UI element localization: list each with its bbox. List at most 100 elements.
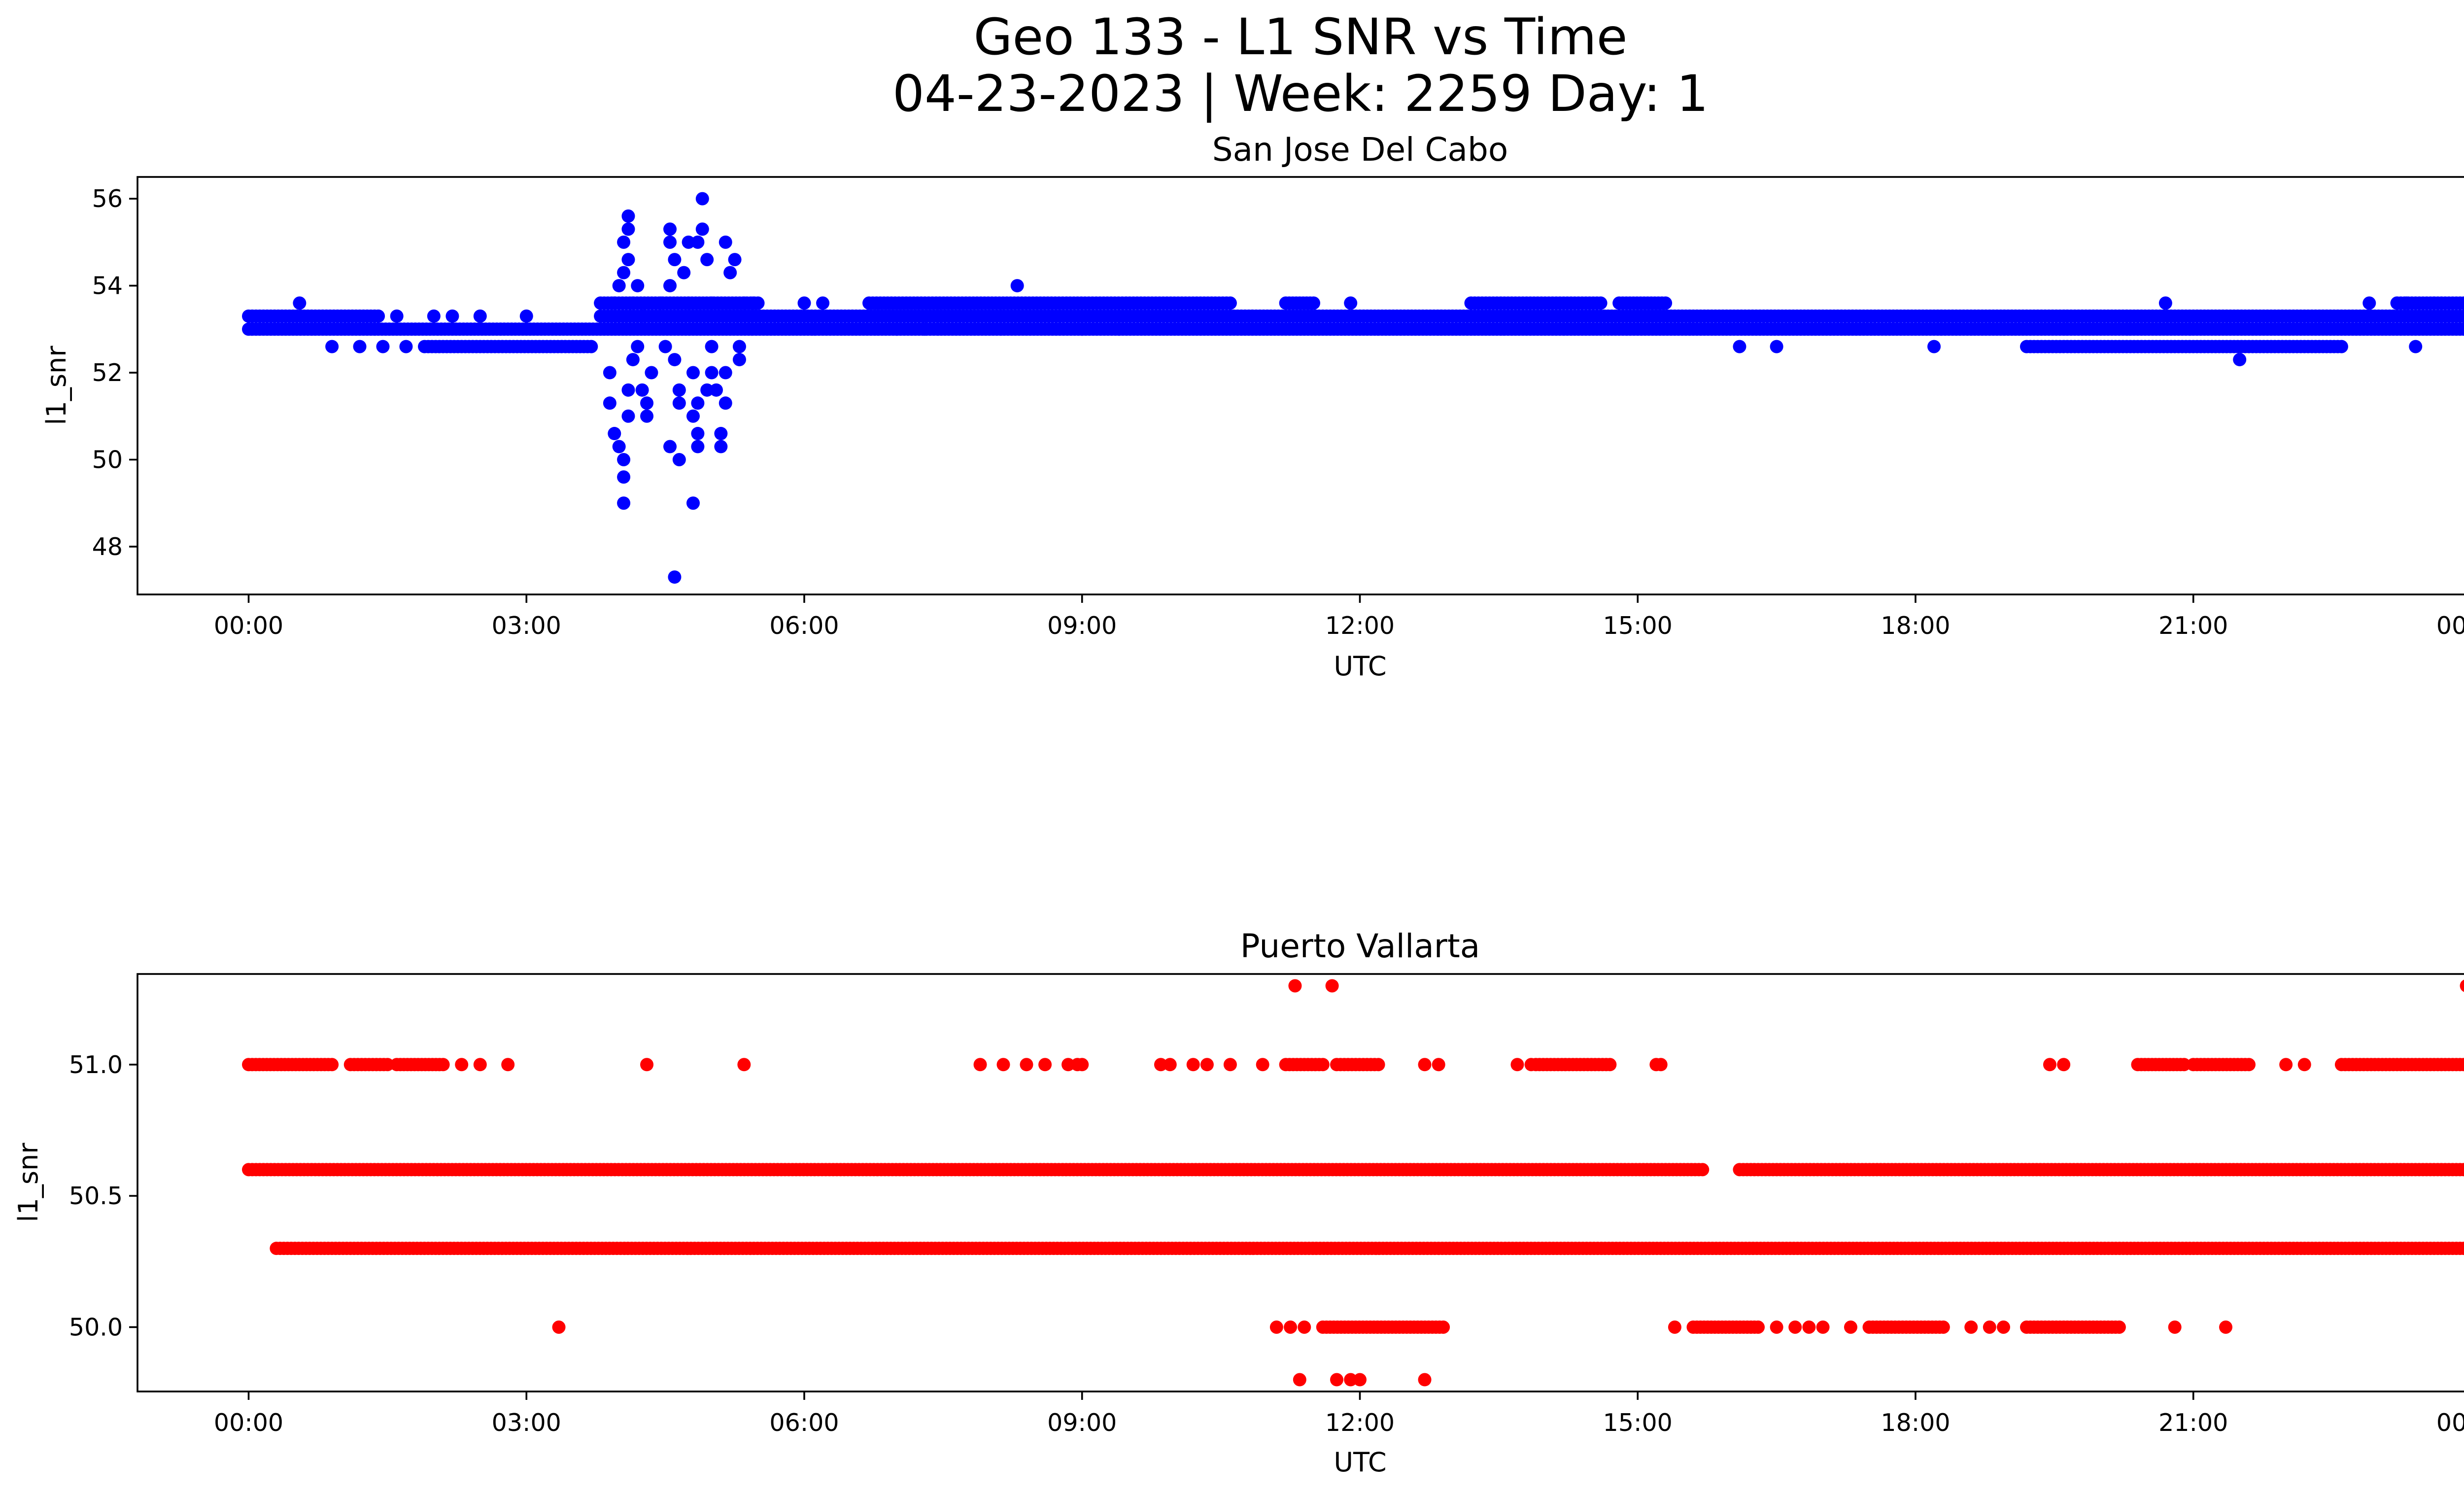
x-tick-label: 06:00	[769, 1409, 839, 1437]
data-point	[1594, 296, 1608, 310]
data-point	[1371, 1058, 1385, 1072]
data-point	[427, 309, 441, 323]
x-tick-label: 18:00	[1881, 612, 1950, 640]
data-point	[2112, 1320, 2126, 1334]
data-point	[608, 296, 621, 310]
scatter-marks	[242, 979, 2464, 1387]
data-point	[1344, 1373, 1358, 1387]
data-point	[668, 570, 682, 584]
data-point	[1659, 296, 1673, 310]
data-point	[1163, 1058, 1177, 1072]
data-point	[719, 396, 732, 410]
data-point	[1983, 1320, 1996, 1334]
data-point	[663, 440, 677, 453]
data-point	[617, 452, 631, 466]
data-point	[658, 340, 672, 353]
data-point	[682, 235, 695, 249]
data-point	[709, 383, 723, 397]
data-point	[372, 309, 385, 323]
y-tick-label: 50.0	[69, 1313, 123, 1341]
data-point	[617, 235, 631, 249]
data-point	[996, 1058, 1010, 1072]
x-tick-label: 00:00	[214, 1409, 283, 1437]
data-point	[1269, 1320, 1283, 1334]
data-point	[2461, 297, 2464, 309]
data-point	[890, 322, 904, 336]
data-point	[2334, 340, 2348, 353]
data-point	[1061, 1058, 1075, 1072]
data-point	[695, 222, 709, 236]
data-point	[1200, 1058, 1214, 1072]
data-point	[501, 1058, 515, 1072]
data-point	[2461, 1059, 2464, 1071]
data-point	[2043, 1058, 2056, 1072]
y-tick-label: 50.5	[69, 1182, 123, 1210]
x-tick-label: 09:00	[1047, 612, 1117, 640]
data-point	[1770, 1320, 1783, 1334]
data-point	[677, 266, 691, 279]
data-point	[1353, 1373, 1367, 1387]
data-point	[672, 383, 686, 397]
y-tick-label: 48	[92, 533, 123, 561]
x-tick-label: 09:00	[1047, 1409, 1117, 1437]
data-point	[663, 279, 677, 293]
data-point	[552, 1320, 566, 1334]
data-point	[1733, 340, 1746, 353]
data-point	[1524, 1058, 1538, 1072]
data-point	[635, 383, 649, 397]
data-point	[353, 340, 367, 353]
data-point	[672, 396, 686, 410]
data-point	[654, 296, 668, 310]
data-point	[635, 309, 649, 323]
y-axis-ticks: 50.0 50.5 51.0	[69, 1051, 137, 1341]
data-point	[640, 1058, 654, 1072]
x-tick-label: 00:00	[2436, 612, 2464, 640]
data-point	[2461, 1243, 2464, 1254]
data-point	[668, 253, 682, 267]
data-point	[714, 440, 728, 453]
data-point	[737, 296, 751, 310]
panel-title: Puerto Vallarta	[1240, 927, 1480, 965]
data-point	[2219, 1320, 2233, 1334]
data-point	[1802, 1320, 1816, 1334]
data-point	[695, 192, 709, 206]
data-point	[1432, 1058, 1445, 1072]
data-point	[325, 340, 339, 353]
data-point	[1298, 1320, 1311, 1334]
y-tick-label: 52	[92, 359, 123, 387]
data-point	[380, 1058, 394, 1072]
x-tick-label: 21:00	[2158, 1409, 2228, 1437]
data-point	[672, 452, 686, 466]
data-point	[663, 222, 677, 236]
data-point	[728, 253, 742, 267]
data-point	[1603, 1058, 1617, 1072]
data-point	[2177, 1058, 2191, 1072]
data-point	[1307, 296, 1321, 310]
data-point	[700, 253, 714, 267]
x-tick-label: 06:00	[769, 612, 839, 640]
data-point	[626, 353, 640, 367]
data-point	[1186, 1058, 1200, 1072]
data-point	[631, 279, 645, 293]
data-point	[519, 309, 533, 323]
data-point	[1010, 279, 1024, 293]
data-point	[723, 266, 737, 279]
x-axis-label: UTC	[1334, 651, 1386, 682]
data-point	[631, 340, 645, 353]
data-point	[714, 427, 728, 441]
data-point	[2399, 296, 2413, 310]
panel-puerto-vallarta: Puerto Vallarta 00:00 03:00 06:00 09:00 12:0…	[13, 927, 2464, 1478]
data-point	[2168, 1320, 2182, 1334]
data-point	[686, 366, 700, 380]
data-point	[640, 409, 654, 423]
data-point	[608, 427, 621, 441]
data-point	[1654, 1058, 1668, 1072]
plot-frame	[137, 176, 2464, 595]
data-point	[621, 409, 635, 423]
data-point	[1330, 1373, 1344, 1387]
data-point	[1844, 1320, 1857, 1334]
data-point	[325, 1058, 339, 1072]
data-point	[621, 383, 635, 397]
data-point	[2427, 296, 2441, 310]
y-axis-label: l1_snr	[13, 1143, 44, 1222]
